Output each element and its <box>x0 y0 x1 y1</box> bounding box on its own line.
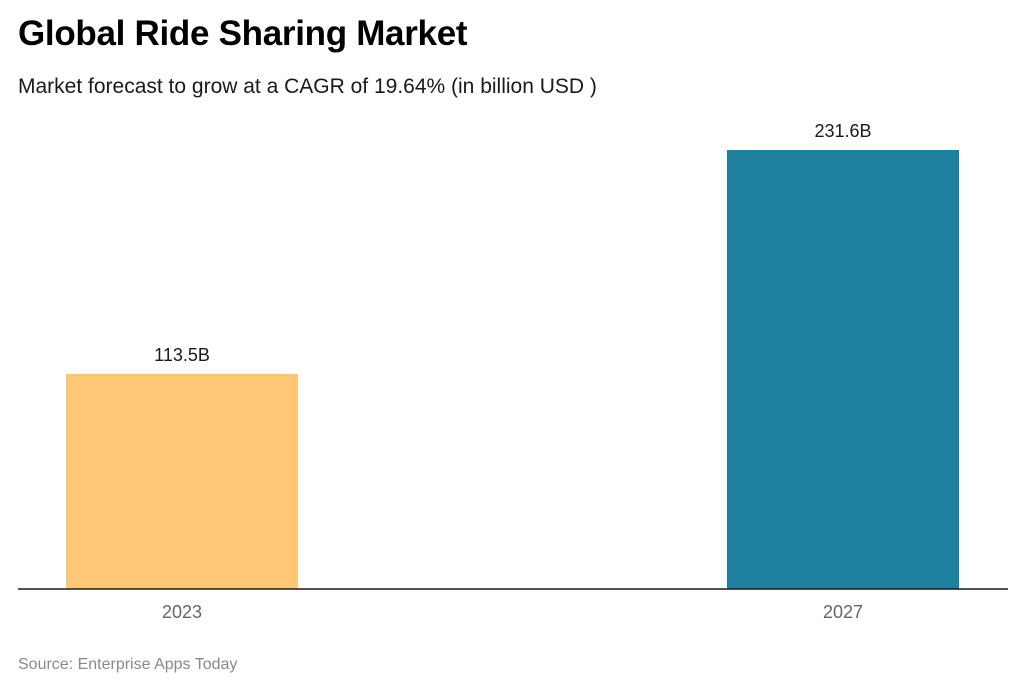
data-label-2027: 231.6B <box>814 121 871 141</box>
source-note: Source: Enterprise Apps Today <box>18 656 238 673</box>
bar-2027 <box>727 150 959 589</box>
bar-2023 <box>66 373 298 589</box>
x-tick-label-2027: 2027 <box>823 602 863 622</box>
chart-subtitle: Market forecast to grow at a CAGR of 19.… <box>18 75 597 98</box>
data-label-2023: 113.5B <box>154 345 210 365</box>
x-tick-label-2023: 2023 <box>162 602 202 622</box>
chart-title: Global Ride Sharing Market <box>18 14 468 53</box>
